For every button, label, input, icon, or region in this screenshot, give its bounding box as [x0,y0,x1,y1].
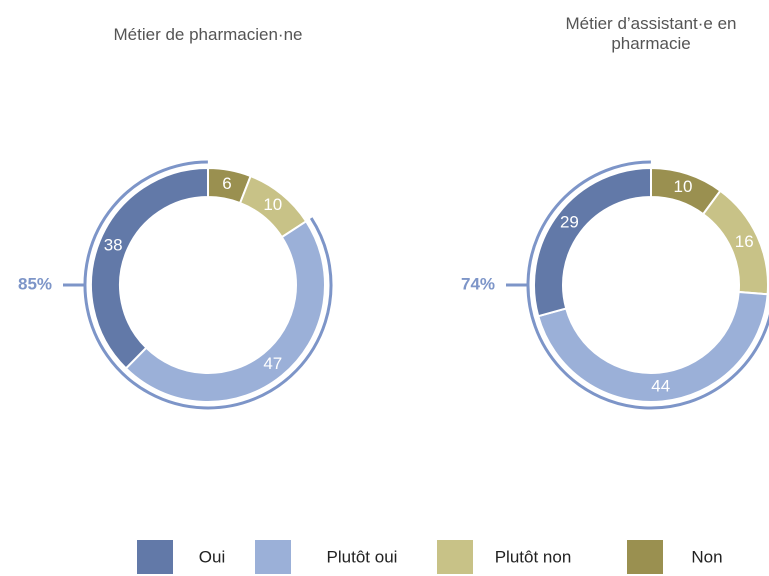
legend-swatch [437,540,473,574]
donut-segment [536,290,769,403]
legend-swatch [627,540,663,574]
data-label: 29 [560,212,579,231]
chart-title: Métier d’assistant·e en pharmacie [565,14,737,53]
annotation-arc [83,160,333,410]
donut-segment [533,166,652,318]
data-label: 6 [222,174,231,193]
legend-label: Non [691,547,722,566]
donut-segment [124,219,326,403]
legend-label: Plutôt oui [327,547,398,566]
data-label: 47 [263,354,282,373]
annotation-arc [526,160,769,410]
legend-label: Oui [199,547,225,566]
annotation-label: 85% [18,274,52,293]
data-label: 10 [674,177,693,196]
legend-label: Plutôt non [495,547,572,566]
annotation-label: 74% [461,274,495,293]
donut-segment [90,166,209,370]
chart-title: Métier de pharmacien·ne [113,25,303,44]
legend-swatch [137,540,173,574]
data-label: 10 [263,195,282,214]
data-label: 16 [735,232,754,251]
data-label: 44 [651,377,670,396]
legend-swatch [255,540,291,574]
data-label: 38 [104,236,123,255]
